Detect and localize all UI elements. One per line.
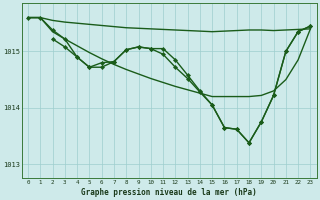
X-axis label: Graphe pression niveau de la mer (hPa): Graphe pression niveau de la mer (hPa)	[81, 188, 257, 197]
